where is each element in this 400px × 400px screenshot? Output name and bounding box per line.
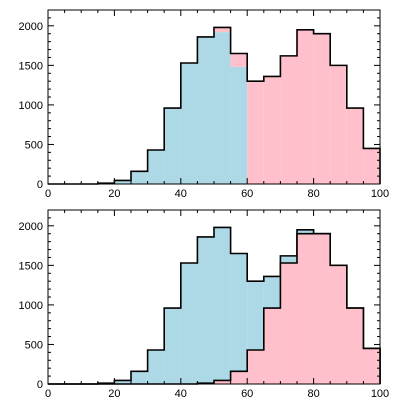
bar-series2-bin20 xyxy=(363,148,380,184)
bar-series2-bin15 xyxy=(280,55,297,184)
bar-series1-bin9 xyxy=(180,262,198,384)
bar-series1-bin11 xyxy=(214,227,231,384)
y-tick-label: 2000 xyxy=(19,221,43,233)
y-tick-label: 1500 xyxy=(19,260,43,272)
x-tick-label: 20 xyxy=(108,388,120,400)
stacked-outline xyxy=(48,26,381,185)
x-tick-label: 0 xyxy=(45,188,51,200)
x-tick-label: 60 xyxy=(241,388,253,400)
bar-series1-bin10 xyxy=(197,36,214,185)
bar-series2-bin12 xyxy=(230,371,248,384)
x-tick-label: 40 xyxy=(175,188,187,200)
bar-series2-bin18 xyxy=(330,265,347,384)
y-tick-label: 1500 xyxy=(19,60,43,72)
bar-series1-bin10 xyxy=(197,236,214,384)
bar-series1-bin6 xyxy=(131,171,148,184)
x-tick-label: 0 xyxy=(45,388,51,400)
bar-series1-bin12 xyxy=(230,253,248,384)
bar-series1-bin6 xyxy=(131,371,148,384)
x-tick-label: 20 xyxy=(108,188,120,200)
bar-series1-bin5 xyxy=(114,380,131,384)
bar-series2-bin14 xyxy=(263,76,281,184)
y-tick-label: 500 xyxy=(25,339,43,351)
x-tick-label: 80 xyxy=(307,388,319,400)
y-tick-label: 2000 xyxy=(19,21,43,33)
bar-series2-bin20 xyxy=(363,348,380,384)
bar-series2-bin18 xyxy=(330,65,347,184)
bar-series1-bin7 xyxy=(147,349,165,384)
bar-series2-bin16 xyxy=(297,233,314,384)
x-tick-label: 100 xyxy=(371,188,389,200)
x-tick-label: 40 xyxy=(175,388,187,400)
x-tick-label: 100 xyxy=(371,388,389,400)
bar-series2-bin17 xyxy=(313,233,331,384)
y-tick-label: 1000 xyxy=(19,100,43,112)
bar-series1-bin5 xyxy=(114,180,131,184)
bar-series2-bin17 xyxy=(313,33,331,185)
bar-series2-bin14 xyxy=(263,308,281,384)
bar-series1-bin7 xyxy=(147,149,165,184)
bar-series2-bin15 xyxy=(280,262,297,384)
bar-series1-bin8 xyxy=(164,308,181,384)
y-tick-label: 0 xyxy=(37,179,43,191)
y-tick-label: 1000 xyxy=(19,300,43,312)
bar-series2-bin16 xyxy=(297,29,314,184)
bar-series2-bin19 xyxy=(346,108,364,184)
bar-series2-bin19 xyxy=(346,308,364,384)
x-tick-label: 60 xyxy=(241,188,253,200)
bar-series1-bin9 xyxy=(180,62,198,185)
y-tick-label: 0 xyxy=(37,379,43,391)
bar-series2-bin13 xyxy=(247,81,264,184)
x-tick-label: 80 xyxy=(307,188,319,200)
bar-series1-bin8 xyxy=(164,108,181,184)
bar-series2-bin11 xyxy=(214,380,231,384)
bar-series2-bin11 xyxy=(214,27,231,33)
bar-series2-bin13 xyxy=(247,349,264,384)
y-tick-label: 500 xyxy=(25,139,43,151)
bar-series1-bin12 xyxy=(230,66,248,184)
bar-series2-bin12 xyxy=(230,53,248,67)
bar-series1-bin11 xyxy=(214,32,231,185)
